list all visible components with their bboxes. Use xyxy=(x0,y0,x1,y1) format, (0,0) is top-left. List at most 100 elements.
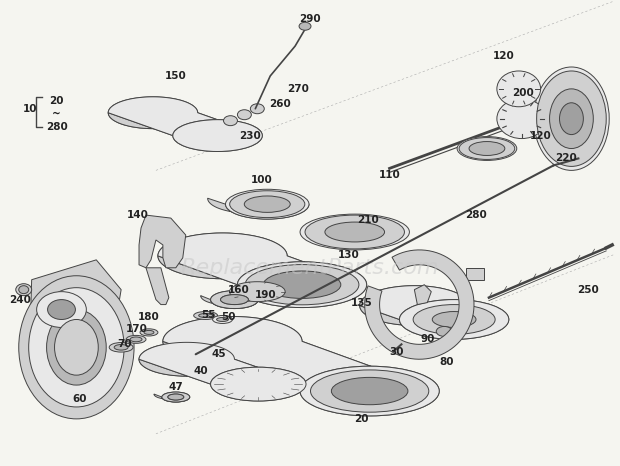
Ellipse shape xyxy=(114,344,128,350)
Ellipse shape xyxy=(229,282,285,302)
Polygon shape xyxy=(30,260,121,347)
Ellipse shape xyxy=(211,291,259,308)
Text: 220: 220 xyxy=(556,153,577,164)
Ellipse shape xyxy=(163,316,302,366)
Ellipse shape xyxy=(250,104,264,114)
Text: 70: 70 xyxy=(117,339,131,350)
Ellipse shape xyxy=(534,67,609,171)
Text: 170: 170 xyxy=(126,324,148,335)
Text: 80: 80 xyxy=(439,357,453,367)
Ellipse shape xyxy=(469,142,505,156)
Text: 180: 180 xyxy=(138,313,160,322)
Polygon shape xyxy=(158,233,366,285)
Text: 240: 240 xyxy=(9,295,30,305)
Text: 280: 280 xyxy=(46,122,68,131)
Ellipse shape xyxy=(497,99,547,138)
Polygon shape xyxy=(139,215,186,268)
Polygon shape xyxy=(158,256,366,308)
Ellipse shape xyxy=(162,392,190,402)
Ellipse shape xyxy=(108,97,198,129)
Text: 260: 260 xyxy=(269,99,291,109)
Ellipse shape xyxy=(139,343,234,376)
Polygon shape xyxy=(108,97,262,136)
Text: 135: 135 xyxy=(351,298,373,308)
Text: 210: 210 xyxy=(356,215,379,225)
Text: 190: 190 xyxy=(254,290,276,300)
Ellipse shape xyxy=(237,262,366,308)
Text: 110: 110 xyxy=(379,171,401,180)
Text: 250: 250 xyxy=(577,285,599,295)
Text: 230: 230 xyxy=(239,130,261,141)
Text: 290: 290 xyxy=(299,14,321,24)
Ellipse shape xyxy=(158,233,287,279)
Ellipse shape xyxy=(436,327,452,336)
Text: 30: 30 xyxy=(389,347,404,357)
Polygon shape xyxy=(108,113,262,151)
Ellipse shape xyxy=(162,392,190,402)
Text: 10: 10 xyxy=(22,104,37,114)
Ellipse shape xyxy=(140,329,158,336)
Text: 140: 140 xyxy=(127,210,149,220)
FancyBboxPatch shape xyxy=(466,268,484,280)
Ellipse shape xyxy=(216,317,229,322)
Ellipse shape xyxy=(497,71,541,107)
Ellipse shape xyxy=(360,286,469,325)
Ellipse shape xyxy=(221,295,249,305)
Polygon shape xyxy=(365,250,474,359)
Ellipse shape xyxy=(29,288,124,407)
Ellipse shape xyxy=(244,196,290,212)
Ellipse shape xyxy=(193,312,218,320)
Polygon shape xyxy=(146,268,169,305)
Text: 45: 45 xyxy=(211,350,226,359)
Ellipse shape xyxy=(245,265,359,305)
Ellipse shape xyxy=(130,337,142,342)
Ellipse shape xyxy=(299,22,311,30)
Polygon shape xyxy=(139,359,306,401)
Text: 40: 40 xyxy=(193,366,208,376)
Polygon shape xyxy=(208,198,309,219)
Polygon shape xyxy=(414,285,432,305)
Text: 120: 120 xyxy=(493,51,515,61)
Text: 150: 150 xyxy=(165,71,187,81)
Polygon shape xyxy=(360,306,509,339)
Text: ReplacementParts.com: ReplacementParts.com xyxy=(181,258,439,278)
Ellipse shape xyxy=(559,103,583,135)
Ellipse shape xyxy=(221,295,249,305)
Ellipse shape xyxy=(16,284,32,295)
Text: 270: 270 xyxy=(287,84,309,94)
Polygon shape xyxy=(201,295,259,308)
Ellipse shape xyxy=(459,137,515,159)
Ellipse shape xyxy=(537,71,606,166)
Ellipse shape xyxy=(48,300,76,320)
Text: 280: 280 xyxy=(465,210,487,220)
Text: 200: 200 xyxy=(512,88,534,98)
Ellipse shape xyxy=(198,314,213,317)
Polygon shape xyxy=(360,286,509,320)
Ellipse shape xyxy=(173,120,262,151)
Ellipse shape xyxy=(457,137,516,160)
Text: 60: 60 xyxy=(72,394,87,404)
Text: 20: 20 xyxy=(355,414,369,424)
Polygon shape xyxy=(163,316,439,391)
Ellipse shape xyxy=(213,315,232,323)
Ellipse shape xyxy=(325,222,384,242)
Ellipse shape xyxy=(19,276,134,419)
Text: 120: 120 xyxy=(529,130,552,141)
Ellipse shape xyxy=(229,191,305,218)
Text: 160: 160 xyxy=(228,285,249,295)
Text: 47: 47 xyxy=(169,382,183,392)
Ellipse shape xyxy=(19,286,29,294)
Ellipse shape xyxy=(168,394,184,400)
Ellipse shape xyxy=(126,336,146,343)
Ellipse shape xyxy=(46,309,106,385)
Ellipse shape xyxy=(144,330,154,335)
Ellipse shape xyxy=(300,366,439,416)
Polygon shape xyxy=(154,394,190,402)
Polygon shape xyxy=(163,342,439,416)
Ellipse shape xyxy=(432,312,476,328)
Ellipse shape xyxy=(224,116,237,126)
Ellipse shape xyxy=(311,370,429,412)
Text: 20: 20 xyxy=(49,96,64,106)
Ellipse shape xyxy=(331,377,408,404)
Text: 100: 100 xyxy=(250,175,272,185)
